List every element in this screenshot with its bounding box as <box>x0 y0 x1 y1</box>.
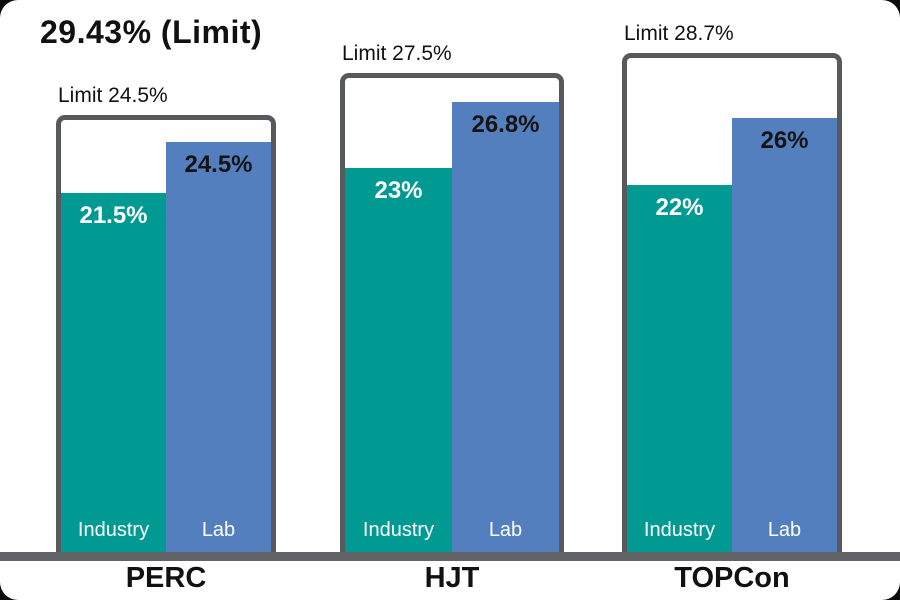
industry-bar-topcon: 22% Industry <box>627 185 732 552</box>
category-label-perc: PERC <box>125 562 207 594</box>
chart-group-perc: Limit 24.5% 21.5% Industry 24.5% Lab PER… <box>56 0 276 594</box>
industry-value-label: 21.5% <box>79 202 148 229</box>
industry-series-label: Industry <box>362 519 435 541</box>
limit-label-perc: Limit 24.5% <box>58 84 168 107</box>
lab-value-label: 26% <box>760 127 809 154</box>
limit-label-topcon: Limit 28.7% <box>624 22 734 45</box>
lab-bar-perc: 24.5% Lab <box>166 142 271 552</box>
category-label-topcon: TOPCon <box>674 562 790 594</box>
lab-series-label: Lab <box>488 519 523 541</box>
overall-limit-title: 29.43% (Limit) <box>40 14 263 50</box>
lab-series-label: Lab <box>201 519 236 541</box>
chart-group-hjt: Limit 27.5% 23% Industry 26.8% Lab HJT <box>340 0 564 594</box>
lab-value-label: 26.8% <box>471 111 540 138</box>
category-label-hjt: HJT <box>424 562 480 594</box>
industry-bar-perc: 21.5% Industry <box>61 193 166 552</box>
lab-value-label: 24.5% <box>184 151 253 178</box>
chart-group-topcon: Limit 28.7% 22% Industry 26% Lab TOPCon <box>622 0 842 594</box>
industry-series-label: Industry <box>77 519 150 541</box>
limit-label-hjt: Limit 27.5% <box>342 42 452 65</box>
industry-value-label: 22% <box>655 194 704 221</box>
baseline-axis <box>0 552 900 561</box>
industry-value-label: 23% <box>374 177 423 204</box>
lab-bar-topcon: 26% Lab <box>732 118 837 552</box>
lab-series-label: Lab <box>767 519 802 541</box>
industry-bar-hjt: 23% Industry <box>345 168 452 552</box>
lab-bar-hjt: 26.8% Lab <box>452 102 559 552</box>
industry-series-label: Industry <box>643 519 716 541</box>
